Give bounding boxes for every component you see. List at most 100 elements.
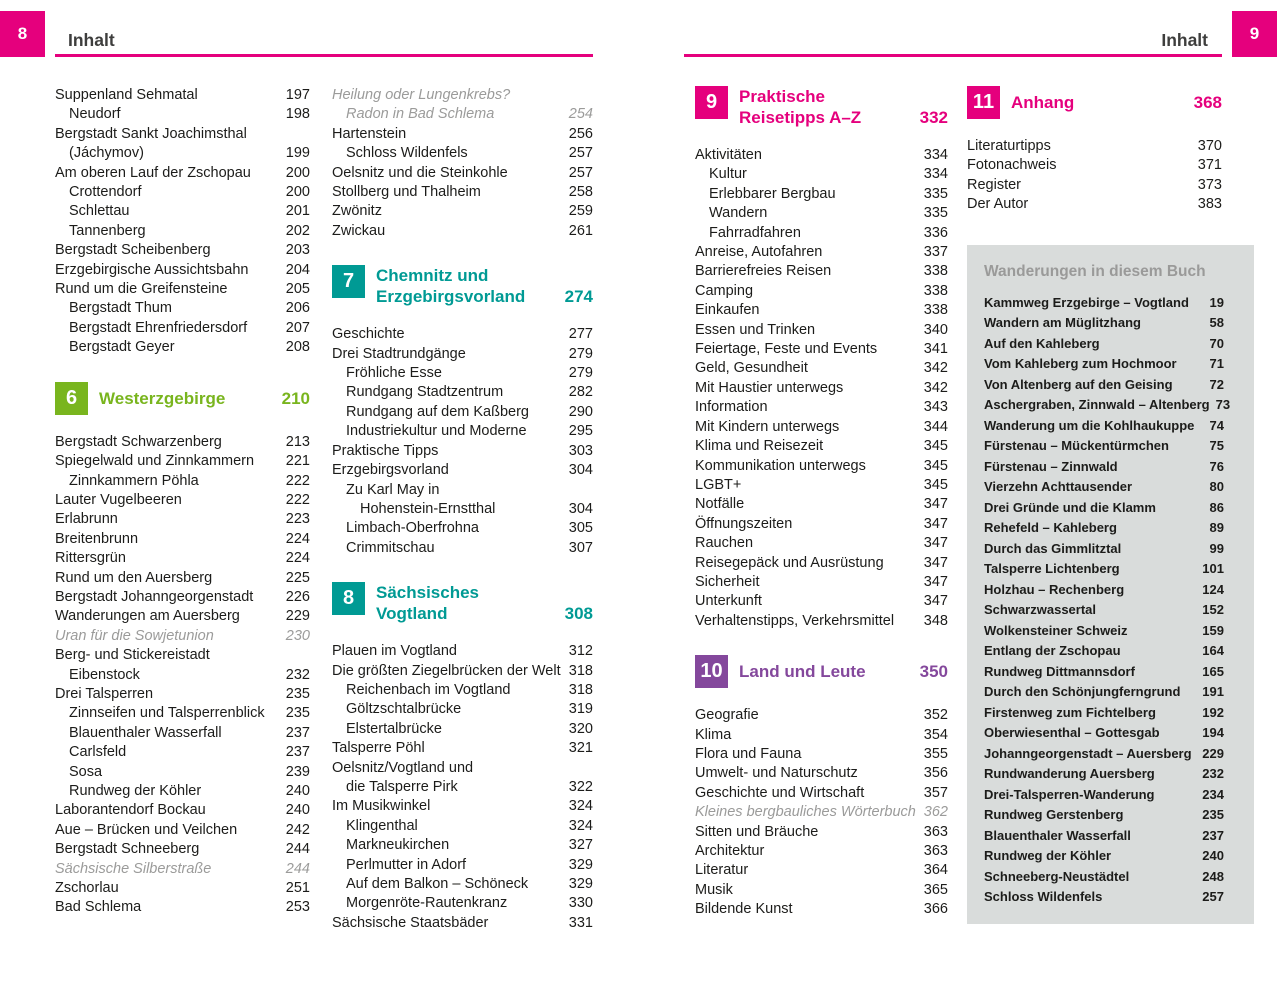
- entry-title: Reisegepäck und Ausrüstung: [695, 554, 884, 571]
- toc-entry: Bergstadt Scheibenberg 203: [55, 241, 310, 260]
- toc-entry: Carlsfeld 237: [55, 743, 310, 762]
- entry-title: Zwickau: [332, 222, 386, 239]
- entry-title: Stollberg und Thalheim: [332, 184, 481, 201]
- entry-page-number: 373: [1197, 176, 1222, 193]
- toc-entry: Blauenthaler Wasserfall 237: [55, 724, 310, 743]
- entry-title: Erlabrunn: [55, 511, 118, 528]
- hike-entry: Blauenthaler Wasserfall 237: [984, 826, 1224, 847]
- toc-entry: Oelsnitz/Vogtland und: [332, 759, 593, 778]
- entry-title: Notfälle: [695, 496, 745, 513]
- entry-page-number: 101: [1202, 561, 1224, 577]
- entry-title: LGBT+: [695, 476, 742, 493]
- entry-page-number: 73: [1215, 397, 1231, 413]
- hike-entry: Auf den Kahleberg 70: [984, 334, 1224, 355]
- toc-entry: Reisegepäck und Ausrüstung 347: [695, 554, 948, 573]
- entry-page-number: 352: [923, 707, 948, 724]
- entry-title: Wandern am Müglitzhang: [984, 315, 1141, 331]
- toc-entry: Flora und Fauna 355: [695, 745, 948, 764]
- toc-entry: Barrierefreies Reisen 338: [695, 262, 948, 281]
- entry-title: Zinnkammern Pöhla: [69, 472, 199, 489]
- entry-title: Aue – Brücken und Veilchen: [55, 821, 238, 838]
- chapter-title: Chemnitz und: [376, 266, 489, 286]
- entry-title: Kultur: [709, 166, 747, 183]
- entry-title: Lauter Vugelbeeren: [55, 491, 182, 508]
- entry-title: Kammweg Erzgebirge – Vogtland: [984, 294, 1189, 310]
- toc-entry: Geografie 352: [695, 706, 948, 725]
- entry-title: Auf dem Balkon – Schöneck: [346, 876, 529, 892]
- toc-entry: Wandern 335: [695, 204, 948, 223]
- entry-page-number: 355: [923, 745, 948, 762]
- entry-title: Rundwanderung Auersberg: [984, 766, 1155, 782]
- entry-page-number: 208: [285, 339, 310, 356]
- entry-page-number: 89: [1209, 520, 1224, 536]
- entry-page-number: 258: [568, 184, 593, 201]
- entry-title: Bergstadt Geyer: [69, 339, 175, 356]
- entry-page-number: 347: [923, 515, 948, 532]
- entry-title: Klingenthal: [346, 817, 418, 834]
- toc-entry: Mit Haustier unterwegs 342: [695, 379, 948, 398]
- entry-page-number: 334: [923, 166, 948, 183]
- entry-page-number: 357: [923, 784, 948, 801]
- entry-title: Holzhau – Rechenberg: [984, 581, 1125, 597]
- entry-page-number: 234: [1202, 786, 1224, 802]
- entry-page-number: 221: [285, 453, 310, 470]
- chapter-title-line: Land und Leute 350: [739, 661, 948, 682]
- entry-page-number: 279: [568, 345, 593, 362]
- toc-entry: Rauchen 347: [695, 534, 948, 553]
- chapter-page-number: 368: [1193, 93, 1222, 112]
- entry-page-number: 290: [568, 403, 593, 420]
- hike-entry: Firstenweg zum Fichtelberg 192: [984, 703, 1224, 724]
- toc-entry: Camping 338: [695, 282, 948, 301]
- hike-entry: Rundweg Gerstenberg 235: [984, 805, 1224, 826]
- entry-title: Vierzehn Achttausender: [984, 479, 1133, 495]
- entry-title: Barrierefreies Reisen: [695, 263, 832, 280]
- entry-title: Unterkunft: [695, 593, 762, 610]
- entry-page-number: 204: [285, 261, 310, 278]
- toc-entry: Crimmitschau 307: [332, 539, 593, 558]
- entry-page-number: 347: [923, 496, 948, 513]
- hike-entry: Wanderung um die Kohlhaukuppe 74: [984, 416, 1224, 437]
- entry-page-number: 232: [285, 666, 310, 683]
- entry-page-number: 363: [923, 843, 948, 859]
- toc-entry: Aktivitäten 334: [695, 146, 948, 165]
- entry-title: Zwönitz: [332, 203, 382, 220]
- hike-entry: Talsperre Lichtenberg 101: [984, 559, 1224, 580]
- hike-entry: Wolkensteiner Schweiz 159: [984, 621, 1224, 642]
- entry-page-number: 75: [1209, 438, 1224, 454]
- toc-entry: Sosa 239: [55, 763, 310, 782]
- chapter-title-block: Sächsisches Vogtland 308: [376, 582, 593, 624]
- entry-page-number: 244: [285, 860, 310, 877]
- toc-entry: Plauen im Vogtland 312: [332, 642, 593, 661]
- hike-entry: Fürstenau – Mückentürmchen 75: [984, 436, 1224, 457]
- hike-entry: Schwarzwassertal 152: [984, 600, 1224, 621]
- entry-title: Literaturtipps: [967, 138, 1051, 154]
- entry-page-number: 330: [568, 895, 593, 912]
- entry-page-number: 312: [568, 643, 593, 660]
- entry-title: Erzgebirgsvorland: [332, 462, 449, 479]
- entry-page-number: 329: [568, 876, 593, 892]
- entry-title: Anreise, Autofahren: [695, 244, 823, 261]
- entry-page-number: 338: [923, 263, 948, 280]
- entry-page-number: 342: [923, 379, 948, 396]
- chapter-heading: 7 Chemnitz und Erzgebirgsvorland 274: [332, 265, 593, 307]
- entry-page-number: 256: [568, 125, 593, 142]
- entry-page-number: 224: [285, 530, 310, 547]
- toc-entry: Zwönitz 259: [332, 202, 593, 221]
- entry-page-number: 341: [923, 341, 948, 358]
- chapter-title-line: Reisetipps A–Z 332: [739, 107, 948, 128]
- hike-entry: Rehefeld – Kahleberg 89: [984, 518, 1224, 539]
- entry-page-number: 237: [1202, 827, 1224, 843]
- entry-page-number: 364: [923, 862, 948, 879]
- hike-entry: Fürstenau – Zinnwald 76: [984, 457, 1224, 478]
- entry-page-number: 230: [285, 627, 310, 644]
- entry-title: Bergstadt Ehrenfriedersdorf: [69, 319, 248, 336]
- toc-entry: Kommunikation unterwegs 345: [695, 457, 948, 476]
- toc-entry: Sächsische Staatsbäder 331: [332, 914, 593, 933]
- entry-page-number: 205: [285, 281, 310, 298]
- entry-title: Breitenbrunn: [55, 530, 139, 547]
- hike-entry: Vierzehn Achttausender 80: [984, 477, 1224, 498]
- toc-entry: (Jáchymov) 199: [55, 144, 310, 163]
- entry-page-number: 224: [285, 550, 310, 567]
- toc-entry: Bergstadt Geyer 208: [55, 338, 310, 357]
- entry-page-number: 307: [568, 539, 593, 556]
